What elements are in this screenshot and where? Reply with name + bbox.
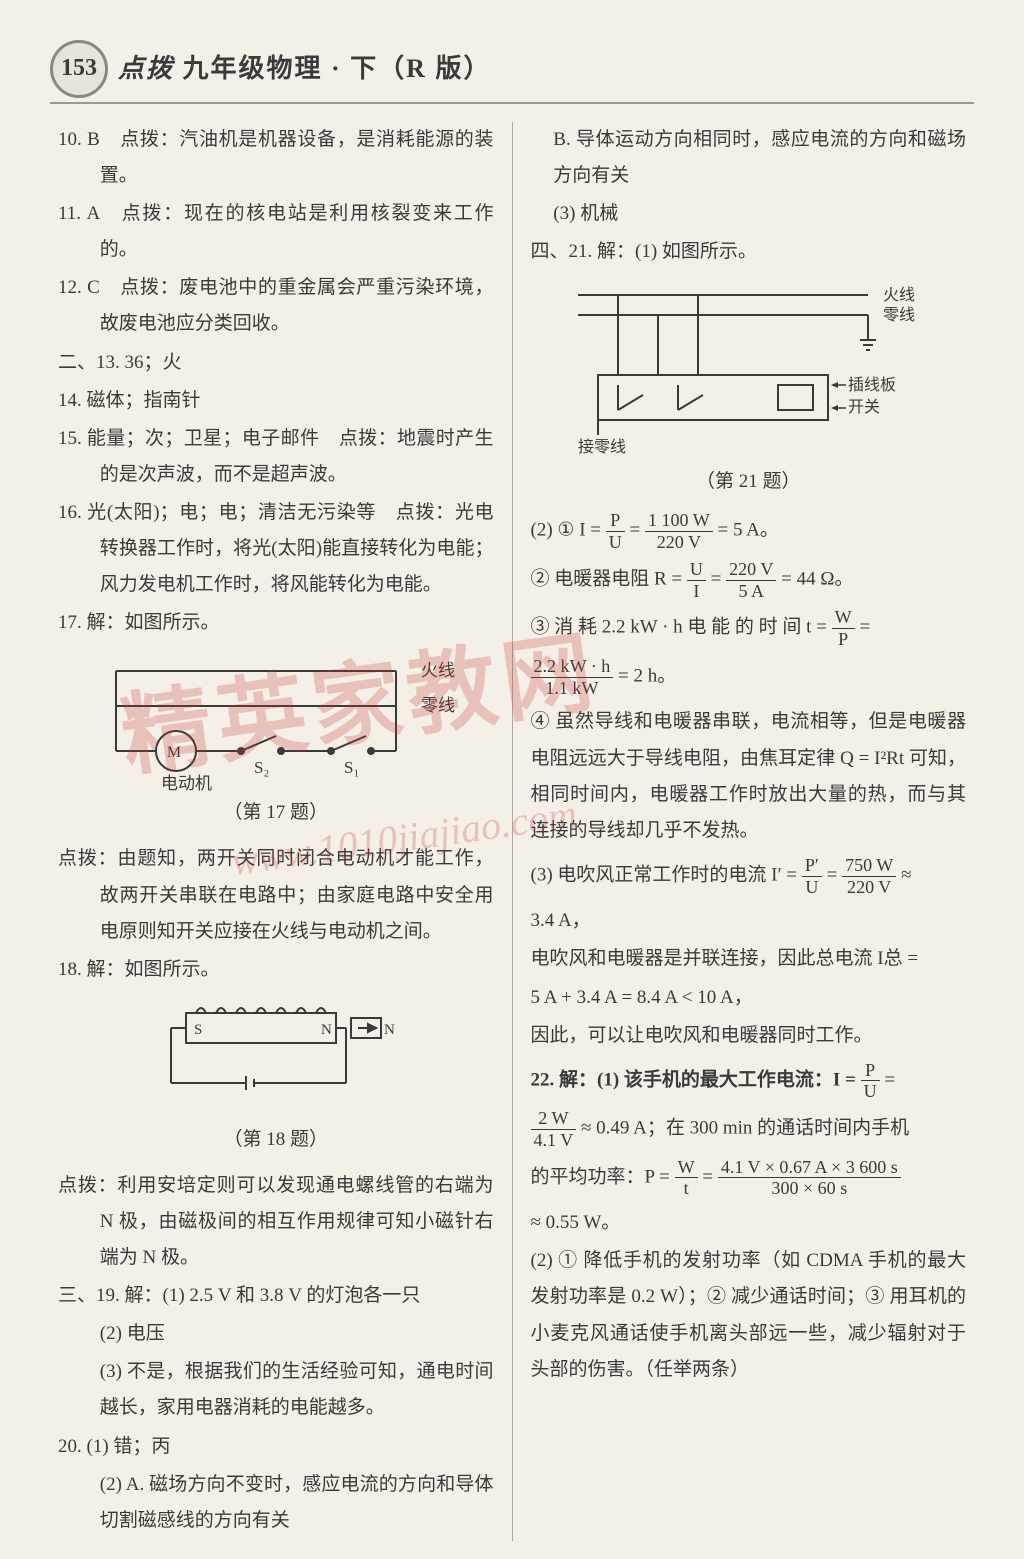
q17-note: 点拨：由题知，两开关同时闭合电动机才能工作，故两开关串联在电路中；由家庭电路中安… <box>58 841 494 949</box>
figure-17: M 火线 零线 电动机 S₂ S₁ （第 17 题） <box>58 651 494 831</box>
fig17-s2: S₂ <box>254 758 269 777</box>
fig18-n2: N <box>384 1022 395 1038</box>
q11: 11. A 点拨：现在的核电站是利用核裂变来工作的。 <box>58 196 494 268</box>
q20-b: B. 导体运动方向相同时，感应电流的方向和磁场方向有关 <box>531 122 967 194</box>
fig17-live: 火线 <box>421 661 455 680</box>
figure-18: S N N （第 18 题） <box>58 998 494 1158</box>
q18-note: 点拨：利用安培定则可以发现通电螺线管的右端为 N 极，由磁极间的相互作用规律可知… <box>58 1168 494 1276</box>
q21-5: (3) 电吹风正常工作时的电流 I′ = P′U = 750 W220 V ≈ <box>531 855 967 898</box>
q21-5-val: 3.4 A， <box>531 903 967 939</box>
q20-2: (2) A. 磁场方向不变时，感应电流的方向和导体切割磁感线的方向有关 <box>58 1467 494 1539</box>
fig21-switch: 开关 <box>848 398 880 416</box>
q17-head: 17. 解：如图所示。 <box>58 605 494 641</box>
fig17-motor: 电动机 <box>161 774 212 791</box>
q21-3: ③ 消 耗 2.2 kW · h 电 能 的 时 间 t = WP = <box>531 607 967 650</box>
q14: 14. 磁体；指南针 <box>58 383 494 419</box>
q10: 10. B 点拨：汽油机是机器设备，是消耗能源的装置。 <box>58 122 494 194</box>
q19-3: (3) 不是，根据我们的生活经验可知，通电时间越长，家用电器消耗的电能越多。 <box>58 1354 494 1426</box>
figure-21: 火线 零线 插线板 开关 接零线 （第 21 题） <box>531 280 967 500</box>
fig21-gnd: 接零线 <box>578 438 626 456</box>
q20-1: 20. (1) 错；丙 <box>58 1429 494 1465</box>
q22-2: 的平均功率：P = Wt = 4.1 V × 0.67 A × 3 600 s3… <box>531 1157 967 1200</box>
q19-2: (2) 电压 <box>58 1316 494 1352</box>
header-brush: 点拨 <box>118 54 174 83</box>
motor-symbol: M <box>167 744 181 761</box>
page-header: 153 点拨 九年级物理 · 下（R 版） <box>50 40 974 104</box>
q12: 12. C 点拨：废电池中的重金属会严重污染环境，故废电池应分类回收。 <box>58 270 494 342</box>
fig21-caption: （第 21 题） <box>531 464 967 500</box>
fig18-n: N <box>321 1022 332 1038</box>
header-rest: 九年级物理 · 下（R 版） <box>174 54 491 83</box>
sec3-q19: 三、19. 解：(1) 2.5 V 和 3.8 V 的灯泡各一只 <box>58 1278 494 1314</box>
fig21-live: 火线 <box>883 286 915 304</box>
q18-head: 18. 解：如图所示。 <box>58 952 494 988</box>
q21-3b: 2.2 kW · h1.1 kW = 2 h。 <box>531 656 967 699</box>
fig18-s: S <box>194 1022 202 1038</box>
q21-5c: 5 A + 3.4 A = 8.4 A < 10 A， <box>531 980 967 1016</box>
right-column: B. 导体运动方向相同时，感应电流的方向和磁场方向有关 (3) 机械 四、21.… <box>513 122 975 1541</box>
q22-1: 22. 解：(1) 该手机的最大工作电流：I = PU = <box>531 1060 967 1103</box>
q21-2-lead: (2) ① I = <box>531 520 601 541</box>
q22-1b: 2 W4.1 V ≈ 0.49 A；在 300 min 的通话时间内手机 <box>531 1108 967 1151</box>
q15: 15. 能量；次；卫星；电子邮件 点拨：地震时产生的是次声波，而不是超声波。 <box>58 421 494 493</box>
q22-part2: (2) ① 降低手机的发射功率（如 CDMA 手机的最大发射功率是 0.2 W）… <box>531 1243 967 1387</box>
content-columns: 10. B 点拨：汽油机是机器设备，是消耗能源的装置。 11. A 点拨：现在的… <box>50 122 974 1541</box>
fig17-neutral: 零线 <box>421 696 455 715</box>
page-number: 153 <box>50 40 108 98</box>
q16: 16. 光(太阳)；电；电；清洁无污染等 点拨：光电转换器工作时，将光(太阳)能… <box>58 495 494 603</box>
q20-3: (3) 机械 <box>531 196 967 232</box>
q21-5b: 电吹风和电暖器是并联连接，因此总电流 I总 = <box>531 941 967 977</box>
fig21-strip: 插线板 <box>848 376 896 394</box>
q22-3: ≈ 0.55 W。 <box>531 1205 967 1241</box>
fig17-s1: S₁ <box>344 758 359 777</box>
header-title: 点拨 九年级物理 · 下（R 版） <box>118 44 491 93</box>
left-column: 10. B 点拨：汽油机是机器设备，是消耗能源的装置。 11. A 点拨：现在的… <box>50 122 513 1541</box>
q21-2-1: (2) ① I = PU = 1 100 W220 V = 5 A。 <box>531 510 967 553</box>
fig18-caption: （第 18 题） <box>58 1122 494 1158</box>
q21-4: ④ 虽然导线和电暖器串联，电流相等，但是电暖器电阻远远大于导线电阻，由焦耳定律 … <box>531 704 967 848</box>
sec2-q13: 二、13. 36；火 <box>58 345 494 381</box>
fig17-caption: （第 17 题） <box>58 795 494 831</box>
q21-2-2: ② 电暖器电阻 R = UI = 220 V5 A = 44 Ω。 <box>531 559 967 602</box>
q21-5d: 因此，可以让电吹风和电暖器同时工作。 <box>531 1018 967 1054</box>
sec4-q21: 四、21. 解：(1) 如图所示。 <box>531 234 967 270</box>
fig21-neutral: 零线 <box>883 306 915 324</box>
